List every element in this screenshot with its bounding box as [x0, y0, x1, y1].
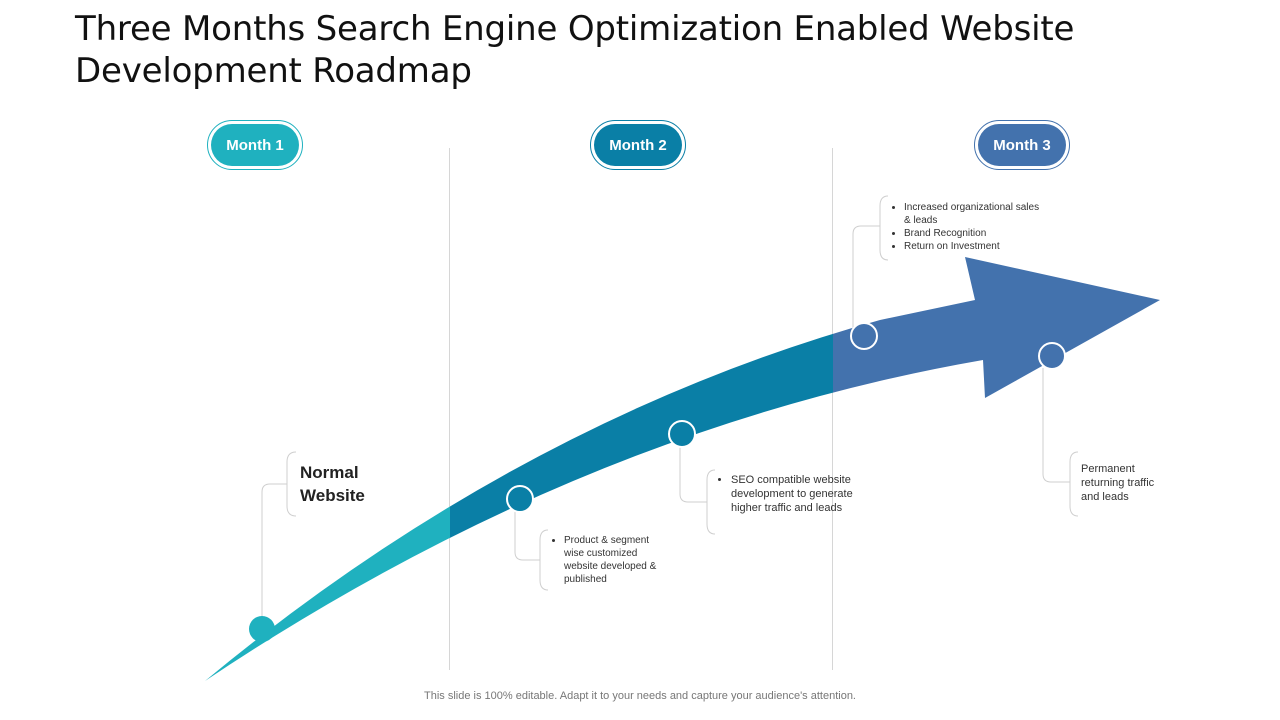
- milestone-marker-5: [1038, 342, 1066, 370]
- month-1-label: Month 1: [211, 124, 299, 166]
- month-divider-2: [832, 148, 833, 670]
- milestone-marker-1: [249, 616, 275, 642]
- milestone-marker-4: [850, 322, 878, 350]
- product-segment-item: Product & segment wise customized websit…: [564, 534, 670, 586]
- benefit-brand: Brand Recognition: [904, 227, 1040, 240]
- connector-month3-benefits: [852, 195, 889, 334]
- page-title: Three Months Search Engine Optimization …: [75, 9, 1075, 91]
- month-3-badge: Month 3: [974, 120, 1070, 170]
- milestone-marker-3: [668, 420, 696, 448]
- connector-product-segment: [514, 500, 549, 591]
- connector-permanent: [1042, 368, 1079, 517]
- benefit-sales: Increased organizational sales & leads: [904, 201, 1040, 227]
- product-segment-note: Product & segment wise customized websit…: [550, 534, 670, 586]
- connector-normal-website: [261, 451, 297, 628]
- normal-website-label: Normal Website: [300, 463, 365, 505]
- benefit-roi: Return on Investment: [904, 240, 1040, 253]
- milestone-marker-2: [506, 485, 534, 513]
- seo-note: SEO compatible website development to ge…: [717, 473, 857, 515]
- permanent-traffic-note: Permanent returning traffic and leads: [1081, 463, 1155, 503]
- month-2-label: Month 2: [594, 124, 682, 166]
- month-1-badge: Month 1: [207, 120, 303, 170]
- seo-item: SEO compatible website development to ge…: [731, 473, 857, 515]
- month-3-label: Month 3: [978, 124, 1066, 166]
- month-2-badge: Month 2: [590, 120, 686, 170]
- month-divider-1: [449, 148, 450, 670]
- connector-seo: [679, 434, 716, 535]
- month3-benefits-note: Increased organizational sales & leads B…: [890, 201, 1040, 253]
- roadmap-arrow: [205, 257, 1160, 681]
- footer-note: This slide is 100% editable. Adapt it to…: [424, 690, 856, 702]
